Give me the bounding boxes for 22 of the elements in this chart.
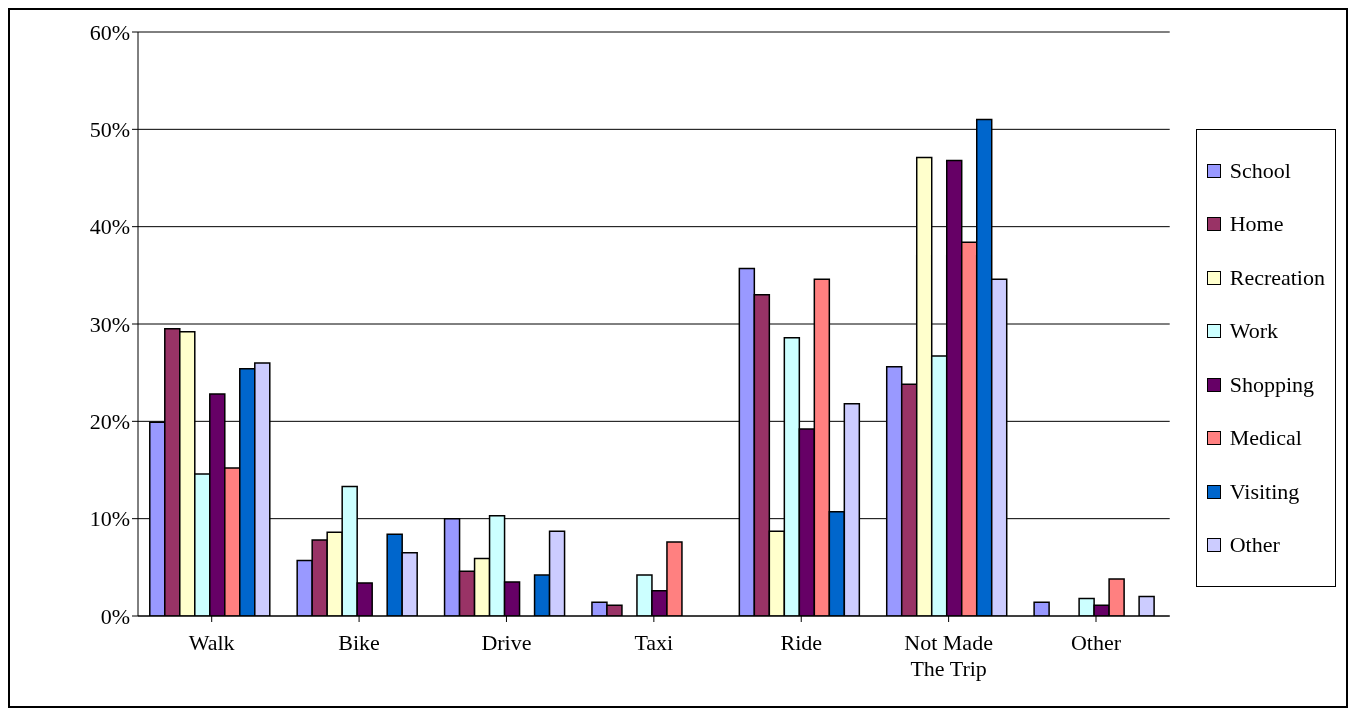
legend-label: Other: [1229, 532, 1280, 559]
y-tick-label: 60%: [89, 19, 130, 45]
y-tick-label: 20%: [89, 409, 130, 435]
legend-label: Home: [1229, 211, 1284, 238]
y-tick-label: 0%: [100, 603, 130, 629]
x-tick-label: Taxi: [634, 629, 674, 655]
y-tick-label: 40%: [89, 214, 130, 240]
x-tick-label: Ride: [780, 629, 823, 655]
x-tick-label: Drive: [481, 629, 532, 655]
legend-label: Visiting: [1229, 478, 1300, 505]
legend-label: Shopping: [1229, 371, 1315, 398]
y-tick-label: 30%: [89, 311, 130, 337]
x-tick-label: Bike: [338, 629, 380, 655]
y-tick-label: 10%: [89, 506, 130, 532]
x-tick-label: Walk: [188, 629, 235, 655]
legend-label: Work: [1229, 318, 1279, 345]
legend-label: Medical: [1229, 425, 1302, 452]
x-tick-label: Not Made The Trip: [904, 629, 993, 681]
y-tick-label: 50%: [89, 117, 130, 143]
x-tick-label: Other: [1070, 629, 1122, 655]
legend-label: Recreation: [1229, 264, 1325, 291]
legend-label: School: [1229, 157, 1291, 184]
